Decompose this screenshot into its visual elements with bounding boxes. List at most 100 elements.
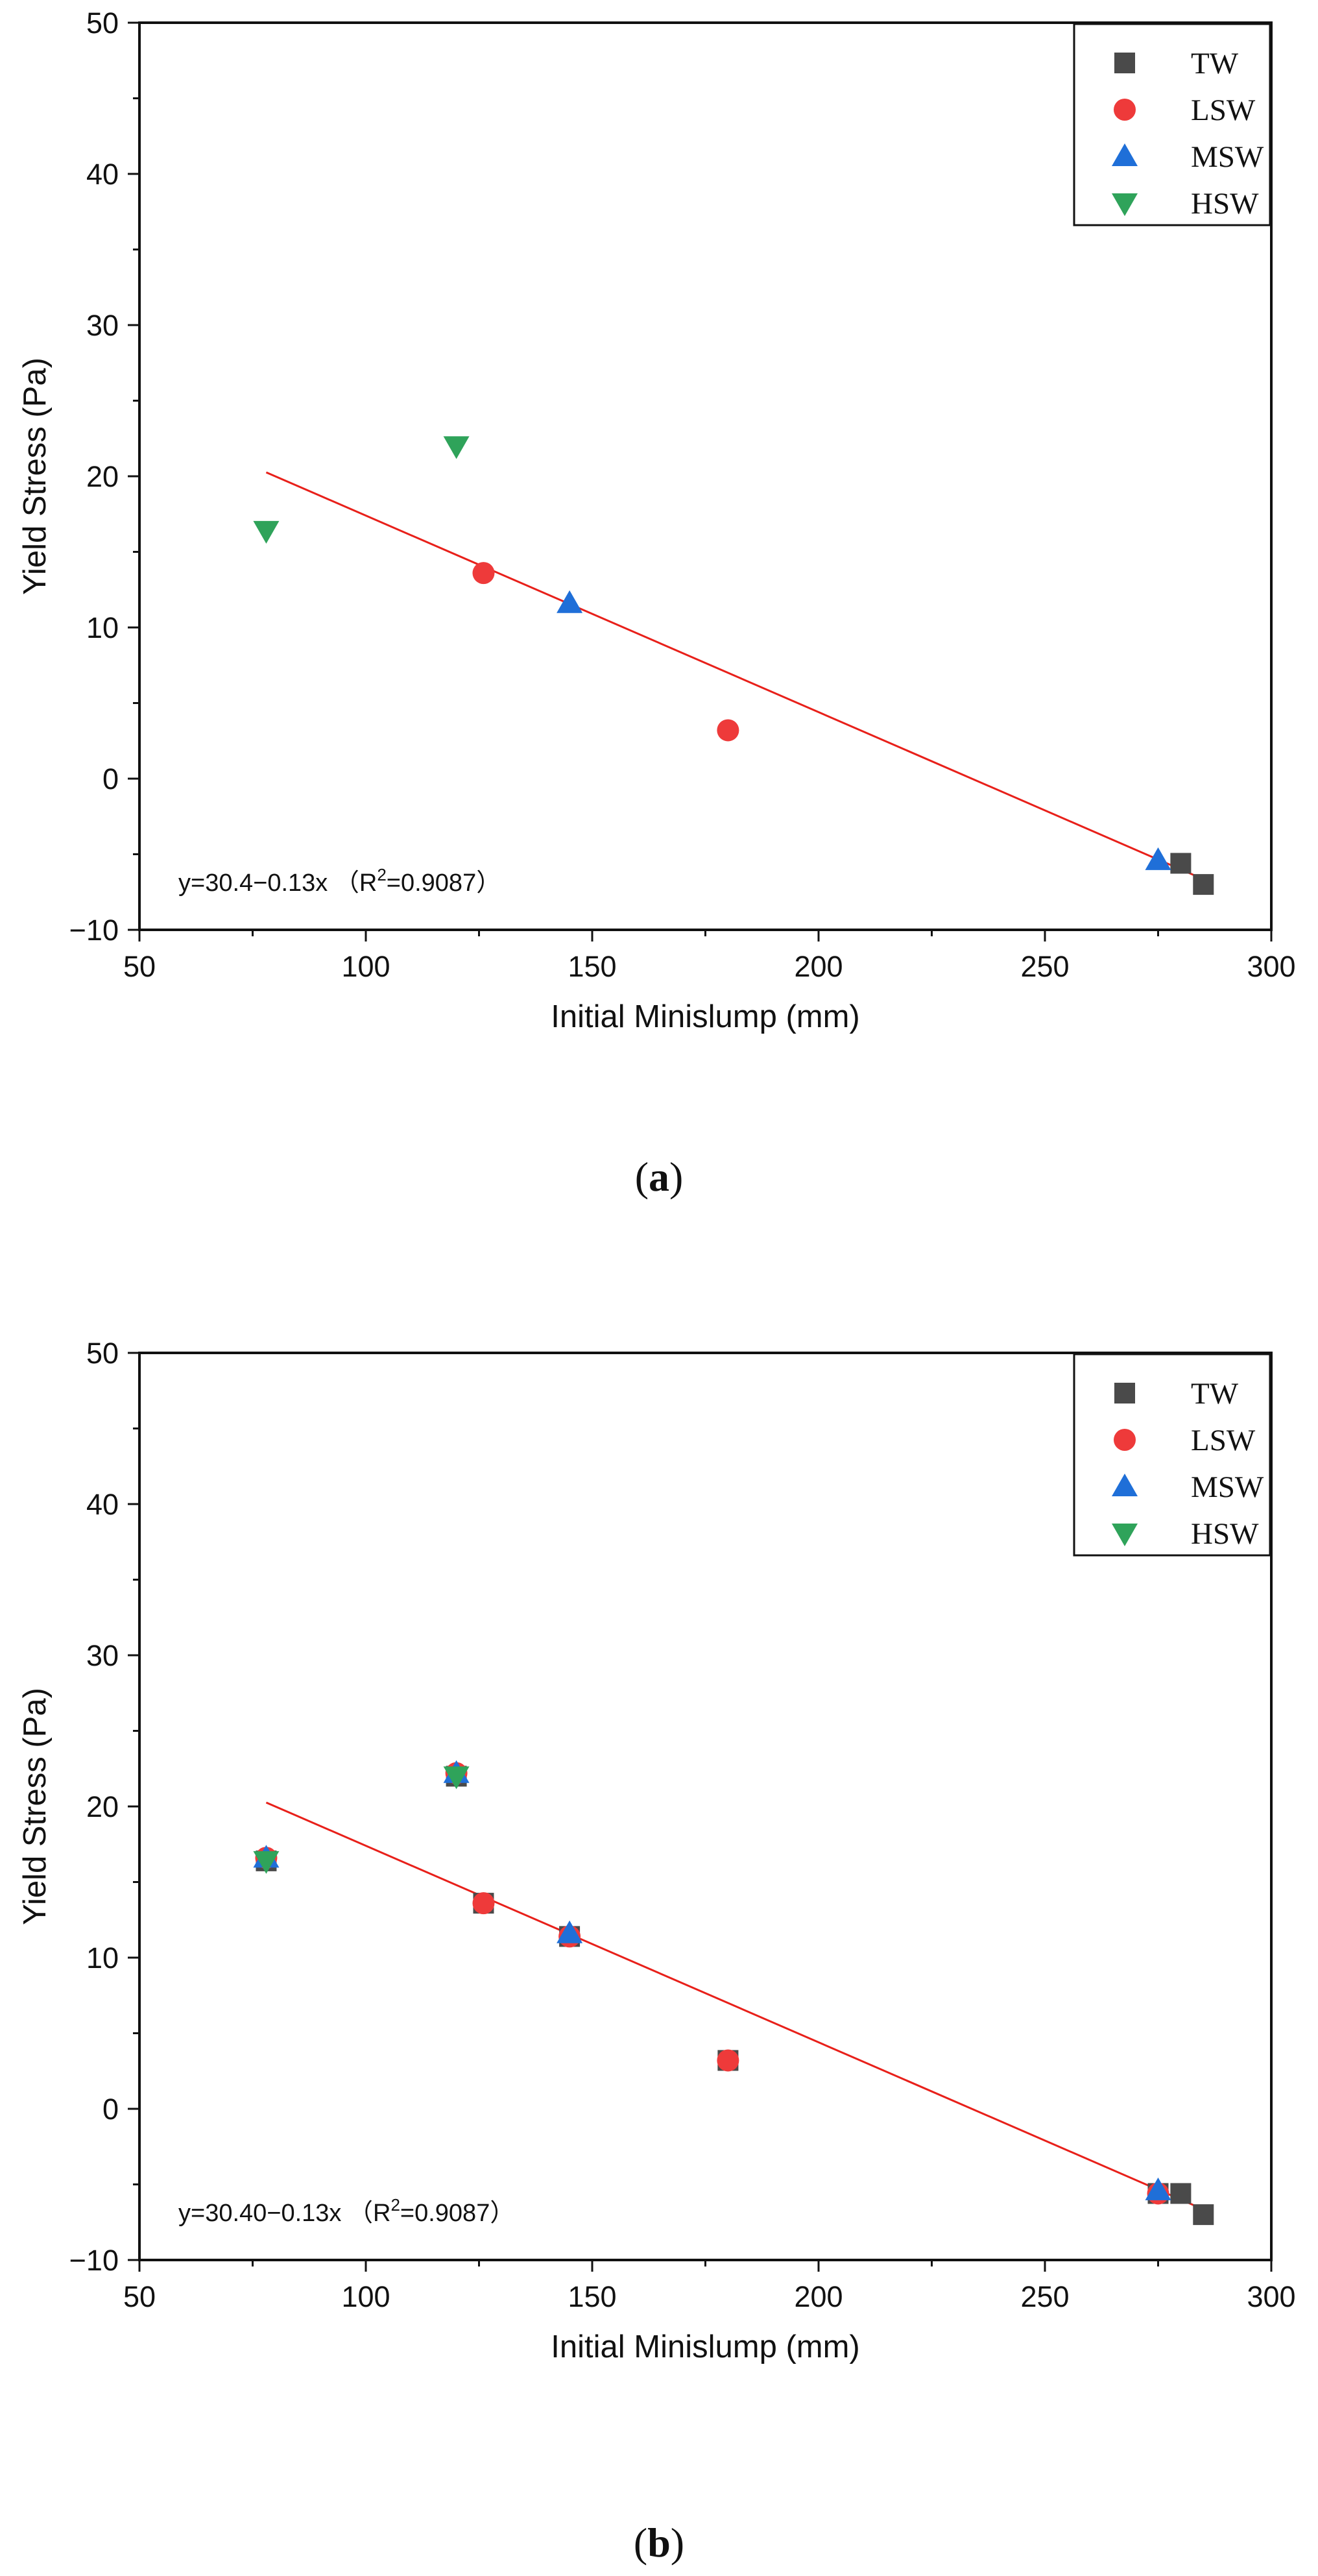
x-axis-title: Initial Minislump (mm) [551,999,859,1034]
panel-label-close: ) [669,1154,683,1200]
legend-label-hsw: HSW [1191,1517,1259,1551]
y-tick-label: 30 [86,1639,119,1672]
legend: TW LSW MSW HSW [1073,1353,1271,1557]
y-tick-label: 50 [86,1337,119,1370]
data-point-lsw [717,2049,739,2072]
legend-item-lsw: LSW [1114,93,1256,127]
fit-equation: y=30.40−0.13x （R2=0.9087） [178,2195,514,2227]
data-point-tw [1193,2204,1214,2226]
data-point-hsw [253,1851,280,1874]
series-lsw [255,1762,1169,2205]
x-tick-label: 50 [123,2280,156,2313]
x-tick-label: 50 [123,950,156,983]
legend-marker-lsw [1114,99,1136,121]
y-axis-title: Yield Stress (Pa) [18,1688,53,1925]
y-tick-label: 20 [86,460,119,493]
data-point-hsw [253,520,280,544]
x-tick-label: 100 [341,2280,390,2313]
panel-label-open: ( [634,2520,647,2566]
legend-item-tw: TW [1114,47,1239,80]
fit-equation-tail: =0.9087） [387,869,501,897]
x-tick-label: 300 [1247,950,1295,983]
chart-panel-a: 50 100 150 200 250 300 −10 0 10 20 30 40 50 Initial M… [18,6,1296,1200]
legend-marker-lsw [1114,1429,1136,1451]
x-tick-label: 250 [1020,950,1069,983]
x-tick-label: 150 [568,950,616,983]
data-point-lsw [717,719,739,742]
panel-label-open: ( [635,1154,649,1200]
y-tick-label: 30 [86,309,119,342]
series-msw [253,1760,1171,2200]
data-point-msw [1145,2177,1171,2200]
legend-marker-hsw [1112,1524,1138,1546]
legend-label-msw: MSW [1191,140,1264,174]
x-tick-label: 150 [568,2280,616,2313]
data-point-msw [557,590,583,613]
legend-marker-msw [1112,143,1138,166]
x-tick-label: 200 [794,2280,843,2313]
data-point-lsw [472,1892,495,1915]
fit-equation-superscript: 2 [390,2195,400,2215]
y-tick-label: 20 [86,1790,119,1823]
x-tick-label: 300 [1247,2280,1295,2313]
data-point-hsw [443,436,470,459]
y-tick-label: 40 [86,1488,119,1521]
legend-item-msw: MSW [1112,1470,1264,1504]
series-tw [1170,853,1214,895]
y-tick-label: −10 [69,914,119,947]
fit-equation-main: y=30.40−0.13x （R [178,2200,390,2227]
legend-item-lsw: LSW [1114,1424,1256,1457]
fit-line [265,471,1204,881]
series-lsw [472,562,739,742]
fit-equation-tail: =0.9087） [400,2200,514,2227]
fit-equation-main: y=30.4−0.13x （R [178,869,377,897]
legend-label-lsw: LSW [1191,93,1256,127]
legend-box [1073,23,1271,226]
legend-label-msw: MSW [1191,1470,1264,1504]
legend-label-tw: TW [1191,1377,1239,1411]
legend-label-tw: TW [1191,47,1239,80]
panel-label: (b) [634,2520,684,2566]
panel-label-letter: b [647,2520,671,2566]
legend-item-msw: MSW [1112,140,1264,174]
panel-label-letter: a [649,1154,669,1200]
x-axis-title: Initial Minislump (mm) [551,2329,859,2364]
x-tick-label: 200 [794,950,843,983]
series-tw [256,1766,1214,2226]
data-point-tw [1170,853,1192,874]
legend-box [1073,1353,1271,1557]
x-tick-label: 100 [341,950,390,983]
y-tick-label: −10 [69,2244,119,2277]
legend-item-hsw: HSW [1112,1517,1259,1551]
data-point-msw [557,1920,583,1943]
legend-marker-msw [1112,1474,1138,1496]
data-point-tw [1193,874,1214,895]
fit-equation-superscript: 2 [377,865,386,884]
legend-marker-hsw [1112,193,1138,216]
panel-label-close: ) [671,2520,684,2566]
series-hsw [253,436,470,544]
y-tick-label: 40 [86,158,119,191]
y-axis-title: Yield Stress (Pa) [18,358,53,595]
fit-line [265,1801,1204,2211]
legend: TW LSW MSW HSW [1073,23,1271,226]
series-hsw [253,1766,470,1874]
x-tick-label: 250 [1020,2280,1069,2313]
panel-label: (a) [635,1154,684,1200]
y-tick-label: 0 [102,2093,119,2126]
series-msw [557,590,1171,870]
legend-item-tw: TW [1114,1377,1239,1411]
data-point-hsw [443,1766,470,1790]
y-tick-label: 0 [102,762,119,796]
data-point-tw [1170,2183,1192,2204]
y-tick-label: 10 [86,1941,119,1975]
chart-panel-b: 50 100 150 200 250 300 −10 0 10 20 30 40 50 Initial M… [18,1337,1296,2566]
y-tick-label: 10 [86,611,119,644]
data-point-lsw [472,562,495,585]
data-point-msw [1145,847,1171,870]
fit-equation: y=30.4−0.13x （R2=0.9087） [178,865,501,897]
y-tick-label: 50 [86,6,119,40]
legend-marker-tw [1114,53,1135,73]
legend-marker-tw [1114,1383,1135,1403]
